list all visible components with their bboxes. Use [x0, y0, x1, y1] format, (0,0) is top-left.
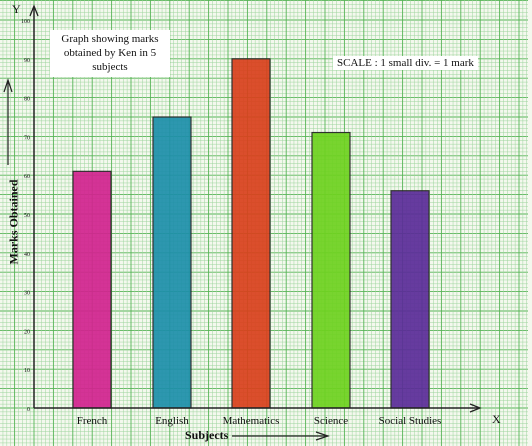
y-tick-label: 100 [21, 19, 30, 25]
x-label-arrow-head [315, 431, 330, 441]
y-axis-label: Marks Obtained [6, 179, 21, 265]
y-label-arrow-head [3, 78, 13, 93]
x-axis-letter: X [492, 412, 501, 426]
category-label: French [77, 415, 108, 427]
y-axis-letter: Y [12, 2, 21, 16]
y-tick-label: 30 [24, 291, 30, 297]
bar-science [311, 131, 351, 409]
bar-english [152, 116, 192, 409]
x-axis-label: Subjects [185, 428, 229, 442]
category-label: Social Studies [379, 415, 442, 427]
y-tick-label: 50 [24, 213, 30, 219]
category-label: Science [314, 415, 348, 427]
scale-note: SCALE : 1 small div. = 1 mark [333, 56, 478, 70]
x-axis-arrow [469, 403, 482, 413]
category-label: English [155, 415, 189, 427]
y-tick-label: 90 [24, 58, 30, 64]
y-tick-label: 80 [24, 97, 30, 103]
bars-group [72, 58, 430, 409]
category-label: Mathematics [223, 415, 280, 427]
category-labels: French English Mathematics Science Social St… [77, 415, 442, 427]
bar-mathematics [231, 58, 271, 409]
bar-social-studies [390, 190, 430, 409]
y-tick-labels: 10 20 30 40 50 60 70 80 90 100 0 [21, 19, 30, 413]
chart-title: Graph showing marks obtained by Ken in 5… [50, 30, 170, 77]
axes-group [3, 4, 482, 441]
y-axis-arrow [29, 4, 39, 17]
y-tick-label: 60 [24, 174, 30, 180]
y-tick-label: 0 [27, 407, 30, 413]
bar-french [72, 170, 112, 409]
y-tick-label: 10 [24, 368, 30, 374]
y-tick-label: 20 [24, 329, 30, 335]
y-tick-label: 70 [24, 135, 30, 141]
y-tick-label: 40 [24, 252, 30, 258]
